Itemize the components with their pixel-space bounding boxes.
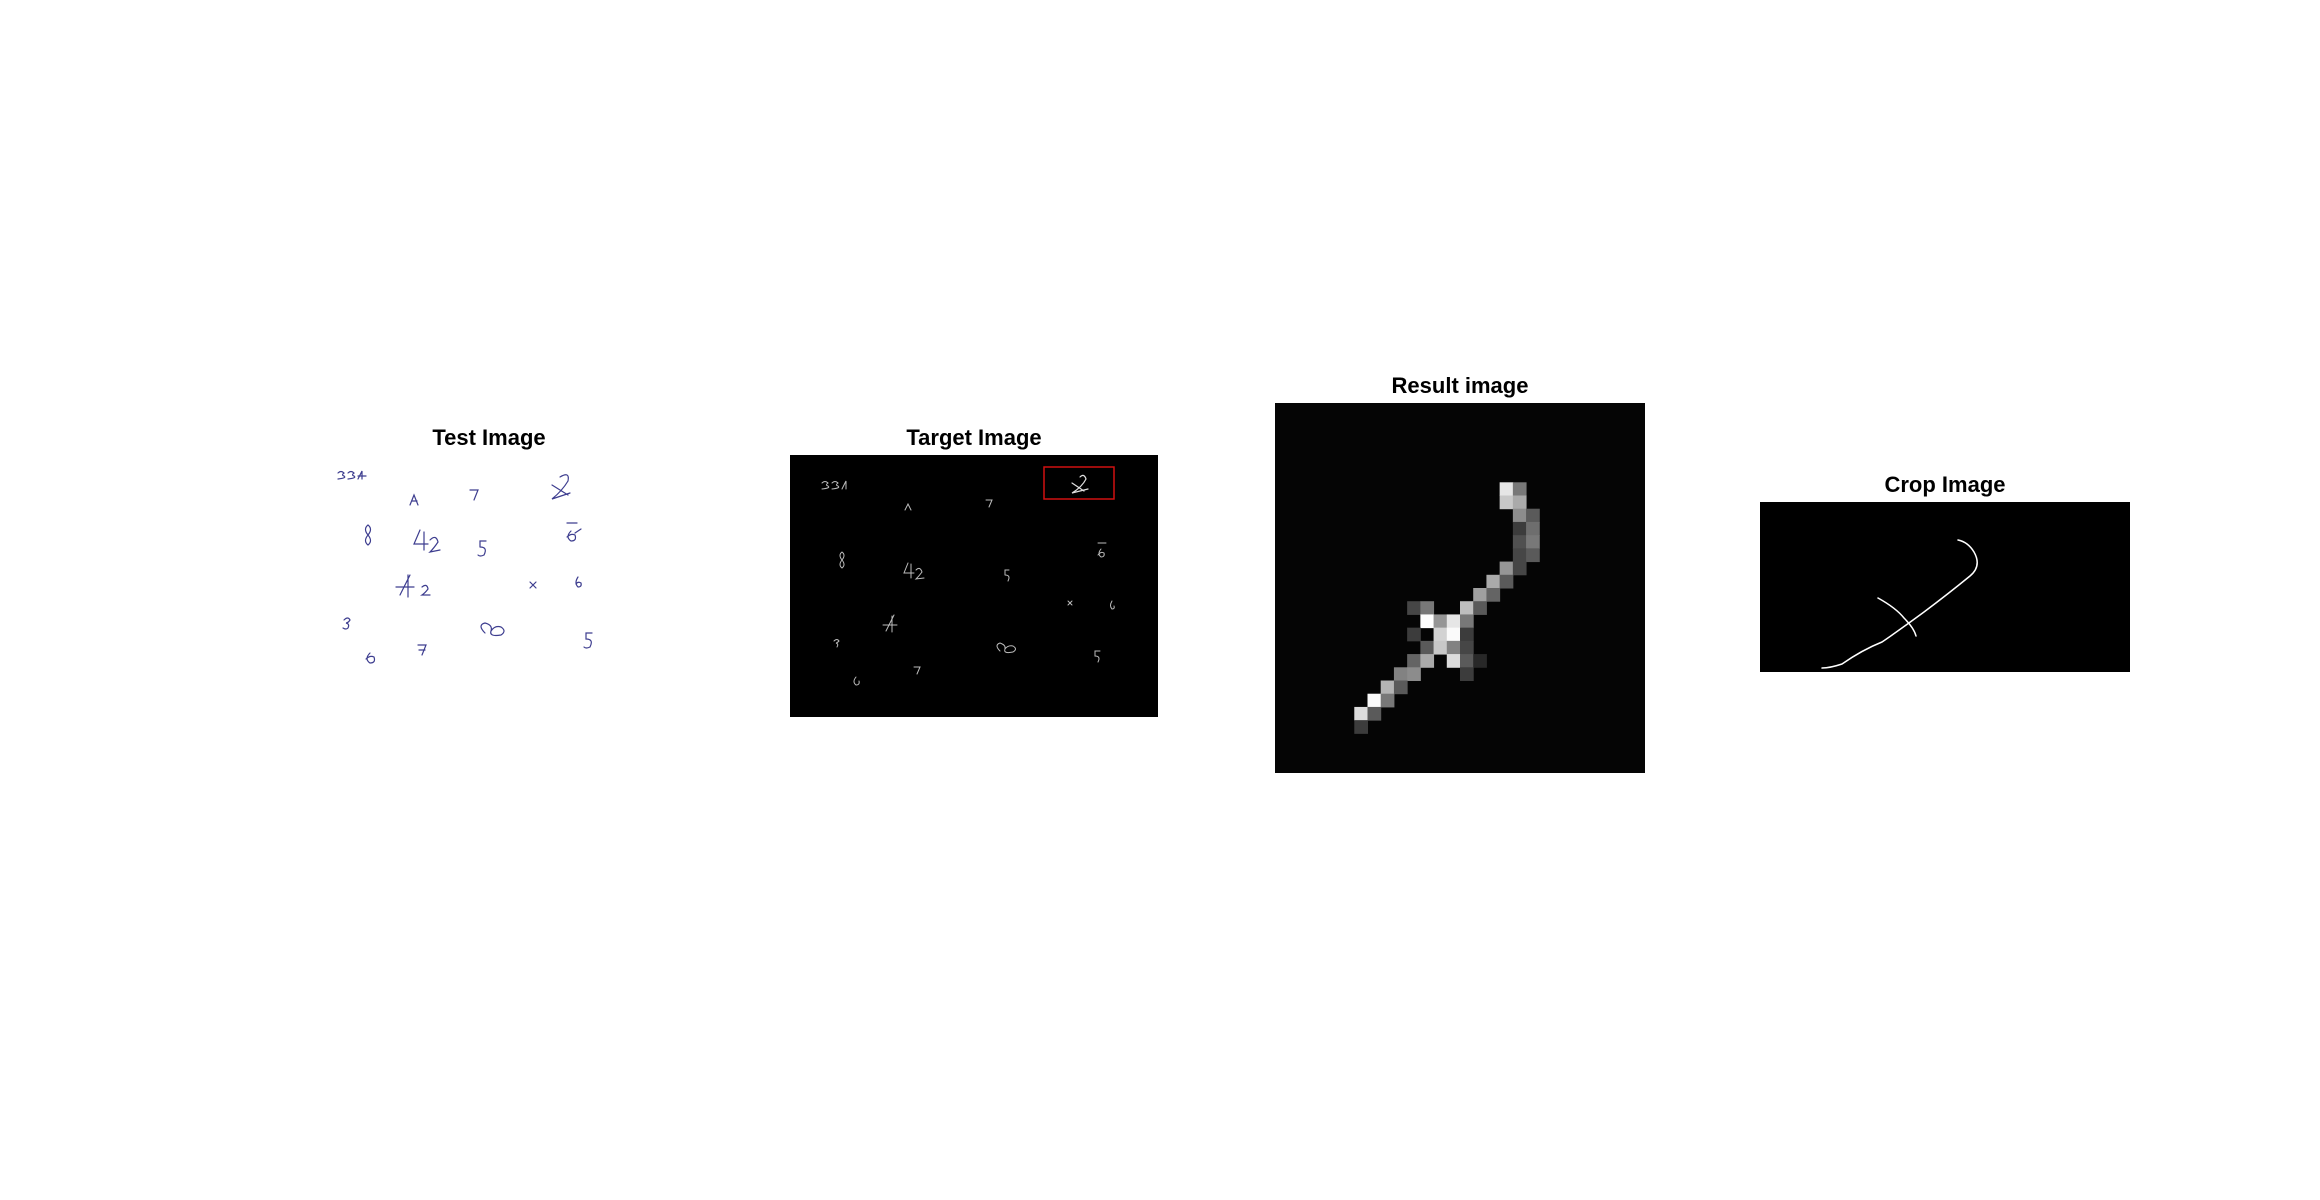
result-pixel (1512, 521, 1527, 536)
result-pixel (1486, 588, 1501, 602)
result-pixel (1407, 627, 1421, 642)
result-pixel (1499, 574, 1514, 589)
result-pixel (1512, 495, 1527, 510)
result-pixel (1460, 640, 1474, 655)
result-pixel (1460, 667, 1474, 681)
result-pixel (1433, 614, 1448, 629)
result-pixel (1526, 521, 1540, 536)
result-pixel (1380, 693, 1395, 708)
result-pixel (1499, 482, 1514, 496)
result-pixel (1460, 614, 1474, 629)
result-pixel (1512, 548, 1527, 563)
result-pixel (1460, 627, 1474, 642)
result-pixel (1526, 535, 1540, 549)
result-pixel (1393, 667, 1408, 681)
result-pixel (1393, 680, 1408, 695)
result-pixel (1420, 654, 1435, 668)
result-pixel (1486, 574, 1501, 589)
result-pixel (1407, 654, 1421, 668)
result-pixel (1420, 640, 1435, 655)
result-pixel (1512, 561, 1527, 576)
result-pixel (1380, 680, 1395, 695)
test-image-title: Test Image (432, 425, 546, 450)
result-image-title: Result image (1391, 373, 1529, 398)
result-pixel (1512, 535, 1527, 549)
result-pixel (1446, 640, 1461, 655)
result-pixel (1473, 601, 1487, 615)
result-pixel (1354, 706, 1368, 721)
test-image-panel: Test Image (330, 425, 648, 695)
result-image-panel: Result image (1275, 373, 1645, 773)
target-image-title: Target Image (906, 425, 1042, 450)
result-pixel (1499, 561, 1514, 576)
result-pixel (1367, 693, 1382, 708)
result-pixel (1420, 614, 1435, 629)
result-pixel (1512, 508, 1527, 523)
result-pixel (1526, 508, 1540, 523)
target-image (790, 455, 1158, 717)
result-image (1275, 403, 1645, 773)
result-pixel (1526, 548, 1540, 563)
crop-image-title: Crop Image (1884, 472, 2006, 497)
result-pixel (1473, 654, 1487, 668)
result-pixel (1446, 654, 1461, 668)
result-pixel (1512, 482, 1527, 496)
crop-image-panel: Crop Image (1760, 472, 2130, 672)
result-pixel (1433, 627, 1448, 642)
result-pixel-grid (1354, 482, 1540, 734)
result-pixel (1460, 601, 1474, 615)
result-pixel (1407, 667, 1421, 681)
result-pixel (1499, 495, 1514, 510)
result-pixel (1446, 627, 1461, 642)
result-pixel (1433, 640, 1448, 655)
result-pixel (1460, 654, 1474, 668)
crop-image (1760, 502, 2130, 672)
result-pixel (1473, 588, 1487, 602)
target-image-panel: Target Image (790, 425, 1158, 717)
result-pixel (1354, 720, 1368, 734)
result-pixel (1446, 614, 1461, 629)
result-pixel (1407, 601, 1421, 615)
test-image (330, 455, 648, 695)
result-pixel (1420, 601, 1435, 615)
result-pixel (1367, 706, 1382, 721)
